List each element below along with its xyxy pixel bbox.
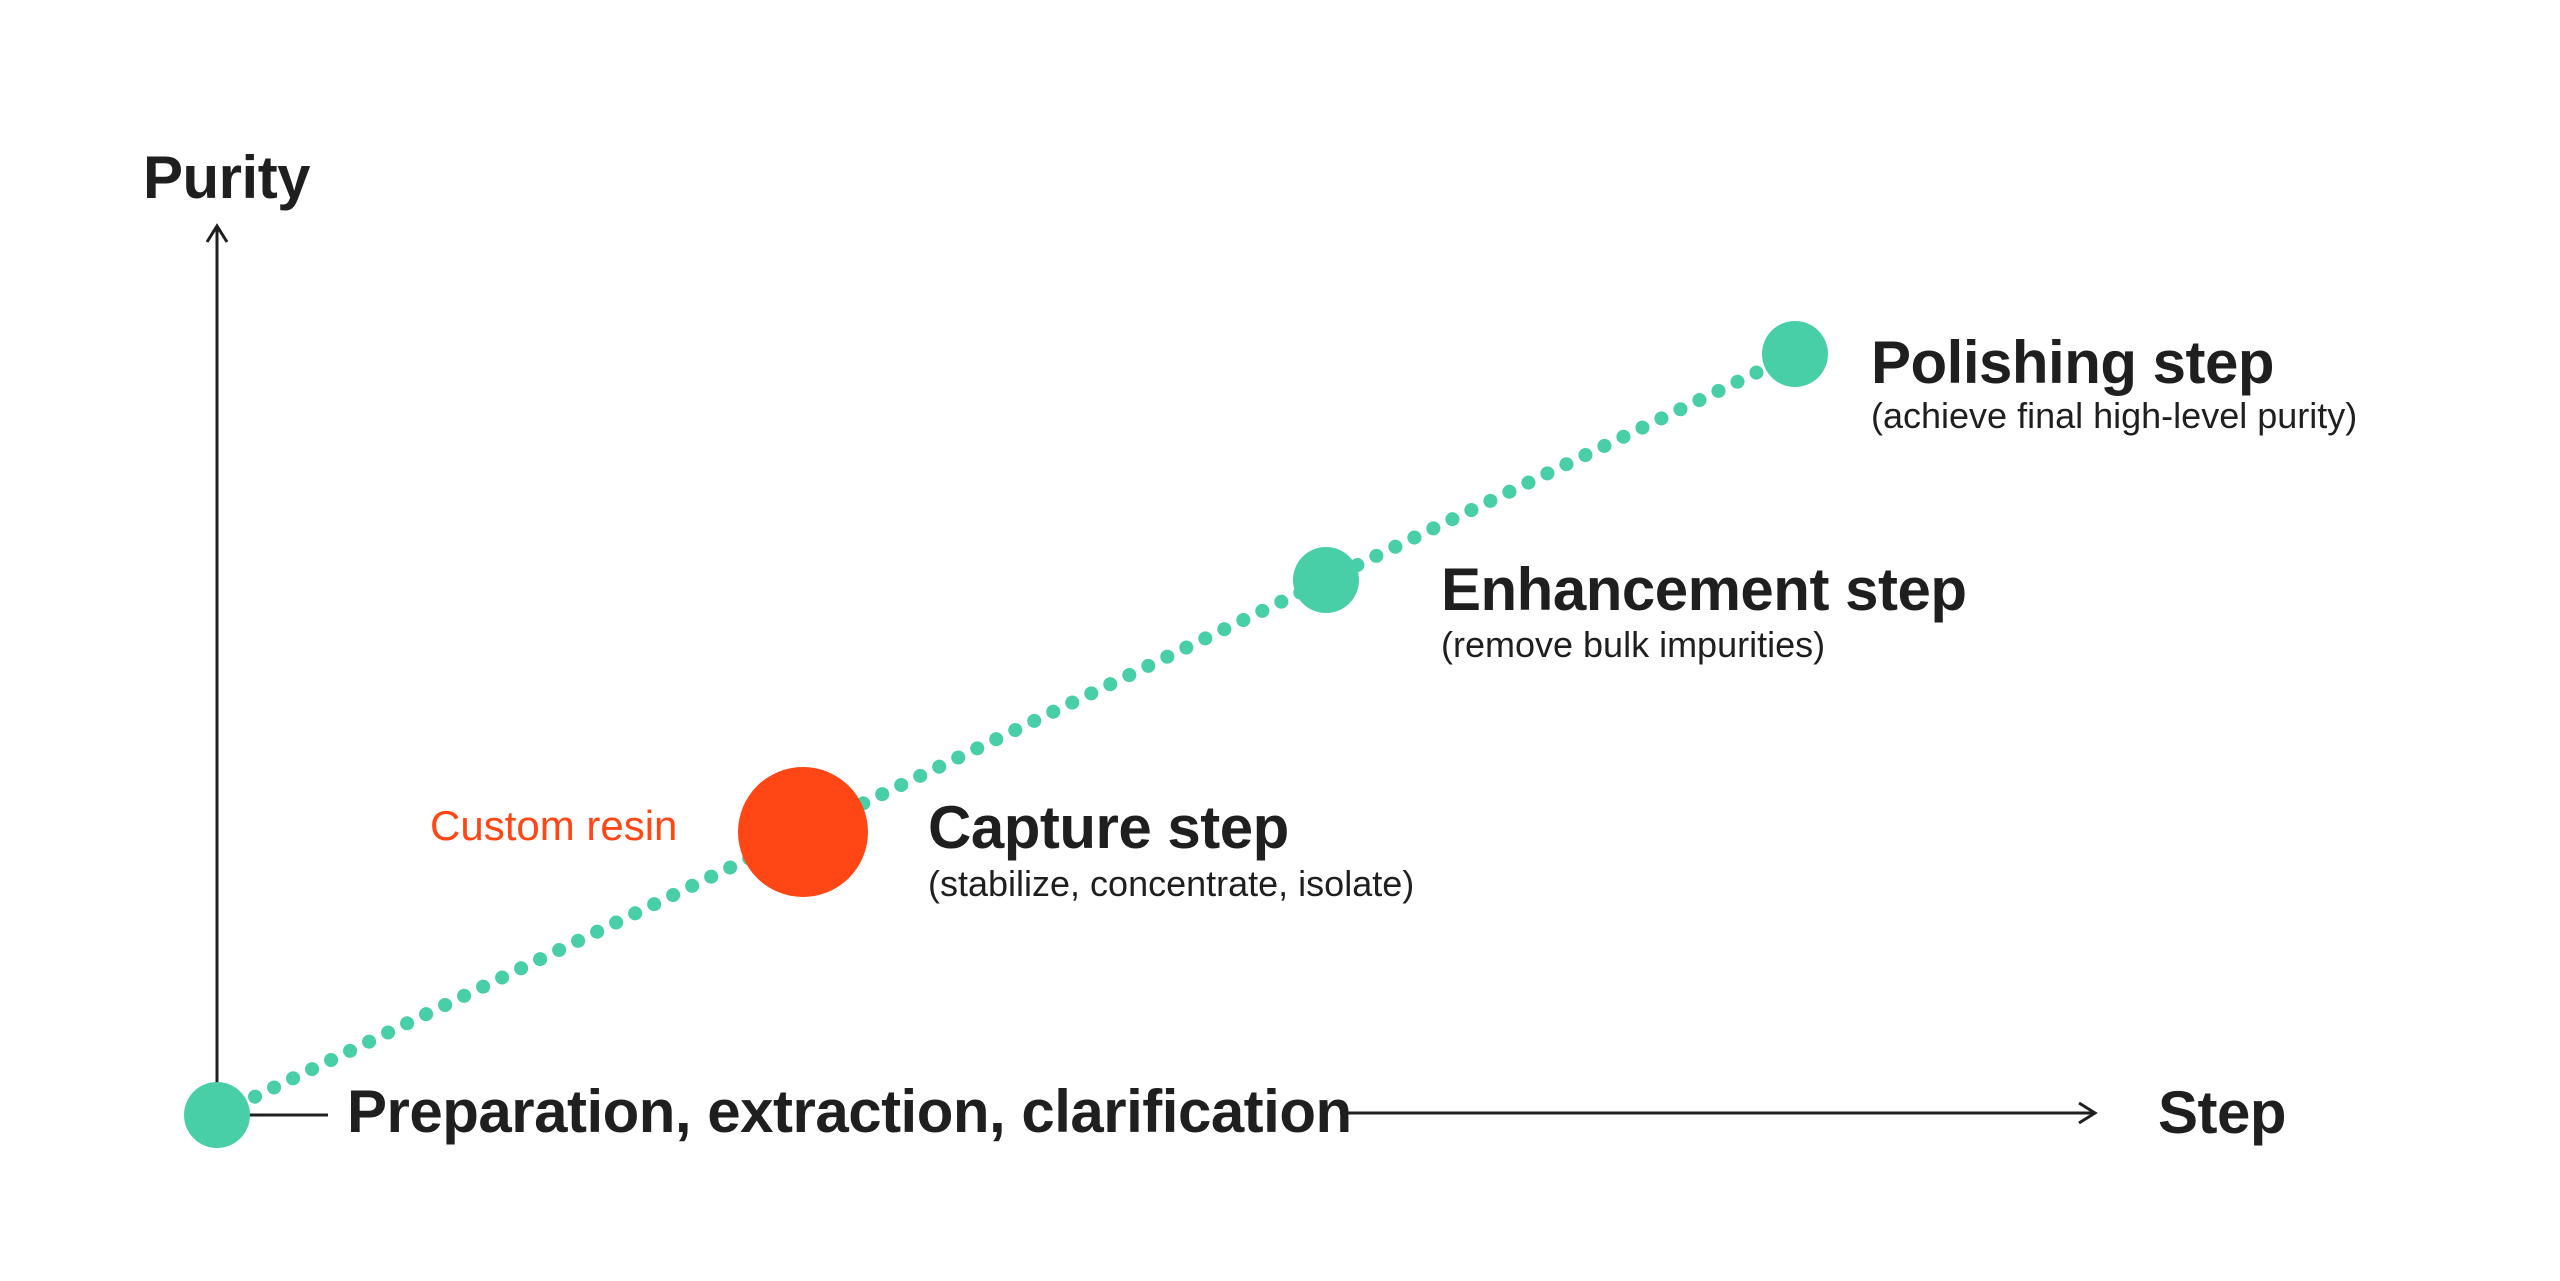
step-subtitle-enhancement: (remove bulk impurities) (1441, 624, 1826, 665)
node-polishing (1762, 321, 1828, 387)
custom-resin-label: Custom resin (430, 802, 678, 849)
node-preparation (184, 1082, 250, 1148)
step-label-enhancement: Enhancement step (1441, 556, 1967, 623)
step-label-capture: Capture step (928, 794, 1289, 861)
step-label-preparation: Preparation, extraction, clarification (347, 1078, 1352, 1145)
step-subtitle-capture: (stabilize, concentrate, isolate) (928, 863, 1415, 904)
progression-path (210, 347, 1802, 1122)
y-axis-title: Purity (143, 144, 311, 211)
node-enhancement (1293, 547, 1359, 613)
node-capture-custom-resin (738, 767, 868, 897)
step-subtitle-polishing: (achieve final high-level purity) (1871, 395, 2358, 436)
step-label-polishing: Polishing step (1871, 329, 2275, 396)
x-axis-title: Step (2158, 1079, 2287, 1146)
